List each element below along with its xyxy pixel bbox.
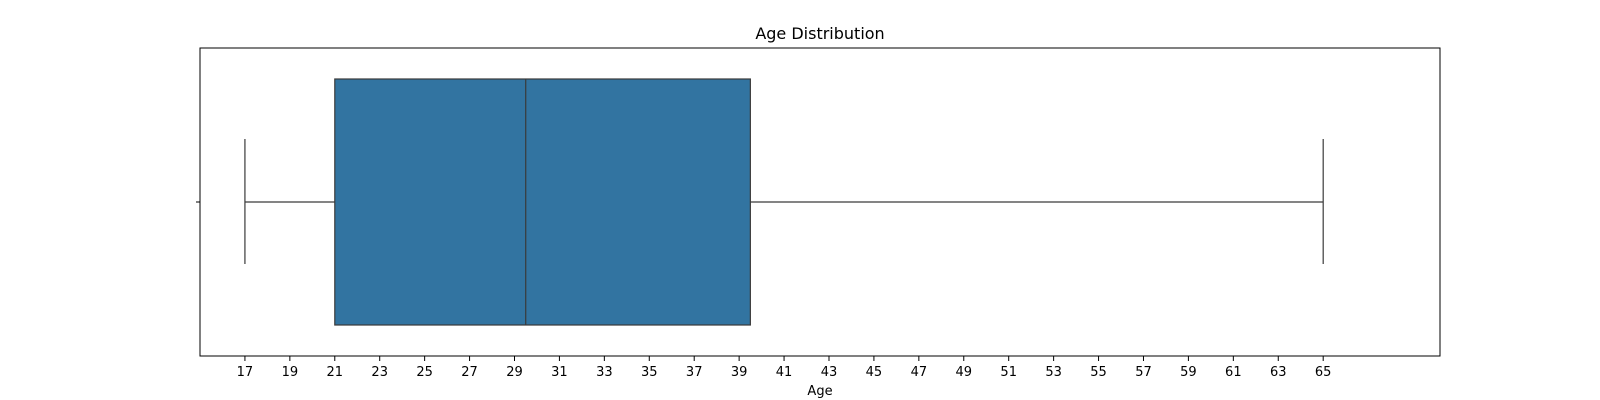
x-tick-label: 55 <box>1090 365 1107 380</box>
chart-title: Age Distribution <box>755 24 884 43</box>
x-tick-label: 57 <box>1135 365 1152 380</box>
x-tick-label: 33 <box>596 365 613 380</box>
x-tick-label: 19 <box>282 365 299 380</box>
x-tick-label: 29 <box>506 365 523 380</box>
x-tick-label: 25 <box>416 365 433 380</box>
x-axis-ticks: 17 19 21 23 25 27 29 31 33 35 37 39 41 43 45 47 49 51 53 55… <box>237 356 1332 380</box>
x-tick-label: 37 <box>686 365 703 380</box>
x-tick-label: 43 <box>821 365 838 380</box>
box-plot-marks <box>244 78 1324 326</box>
x-tick-label: 65 <box>1315 365 1332 380</box>
x-tick-label: 47 <box>911 365 928 380</box>
x-tick-label: 21 <box>327 365 344 380</box>
x-tick-label: 23 <box>371 365 388 380</box>
x-tick-label: 61 <box>1225 365 1242 380</box>
x-tick-label: 51 <box>1000 365 1017 380</box>
x-tick-label: 17 <box>237 365 254 380</box>
x-tick-label: 27 <box>461 365 478 380</box>
x-tick-label: 63 <box>1270 365 1287 380</box>
x-axis-label: Age <box>807 384 832 399</box>
x-tick-label: 45 <box>866 365 883 380</box>
interquartile-box <box>334 78 751 326</box>
x-tick-label: 53 <box>1045 365 1062 380</box>
x-tick-label: 59 <box>1180 365 1197 380</box>
x-tick-label: 35 <box>641 365 658 380</box>
x-tick-label: 31 <box>551 365 568 380</box>
x-tick-label: 41 <box>776 365 793 380</box>
x-tick-label: 39 <box>731 365 748 380</box>
x-tick-label: 49 <box>955 365 972 380</box>
